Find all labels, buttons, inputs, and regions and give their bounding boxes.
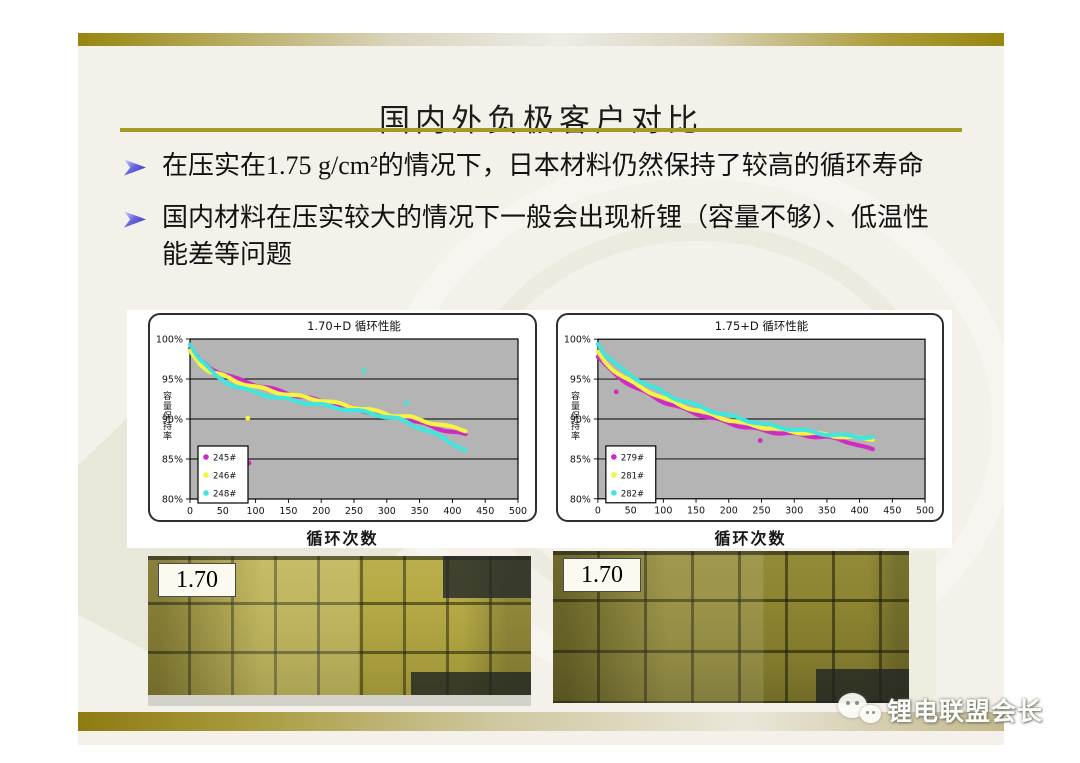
svg-text:279#: 279# bbox=[621, 452, 644, 462]
svg-text:400: 400 bbox=[443, 506, 461, 517]
svg-text:250: 250 bbox=[345, 506, 363, 517]
svg-text:350: 350 bbox=[411, 506, 429, 517]
svg-text:300: 300 bbox=[785, 506, 803, 517]
photo-texture bbox=[443, 556, 531, 598]
charts-container: 100% 95% 90% 85% 80% 0 50 100 150 200 250 300 350 400… bbox=[127, 310, 952, 548]
svg-text:50: 50 bbox=[217, 506, 229, 517]
svg-text:1.70+D 循环性能: 1.70+D 循环性能 bbox=[307, 319, 401, 333]
svg-text:250: 250 bbox=[752, 506, 770, 517]
bottom-gold-bar bbox=[78, 712, 1004, 731]
svg-text:95%: 95% bbox=[162, 375, 183, 386]
electrode-photo-left: 1.70 bbox=[148, 556, 531, 706]
svg-text:100: 100 bbox=[654, 506, 672, 517]
svg-text:容量保持率: 容量保持率 bbox=[163, 390, 172, 442]
svg-text:90%: 90% bbox=[162, 415, 183, 426]
x-axis-label: 循环次数 bbox=[306, 531, 379, 548]
svg-text:281#: 281# bbox=[621, 470, 644, 480]
arrow-bullet-icon bbox=[124, 211, 146, 228]
svg-text:80%: 80% bbox=[162, 495, 183, 506]
cycle-performance-chart-175: 100% 95% 90% 85% 80% 0 50 100 150 200 250 300 350 400… bbox=[564, 319, 934, 517]
photo-texture bbox=[553, 551, 936, 555]
svg-text:100: 100 bbox=[247, 506, 265, 517]
svg-text:100%: 100% bbox=[564, 335, 591, 346]
svg-text:150: 150 bbox=[687, 506, 705, 517]
slide-title: 国内外负极客户对比 bbox=[379, 103, 703, 138]
bullet-list: 在压实在1.75 g/cm²的情况下，日本材料仍然保持了较高的循环寿命 国内材料… bbox=[124, 148, 954, 289]
svg-text:500: 500 bbox=[916, 506, 934, 517]
svg-text:95%: 95% bbox=[570, 375, 591, 386]
svg-text:1.75+D 循环性能: 1.75+D 循环性能 bbox=[715, 319, 809, 333]
wechat-bubble bbox=[860, 705, 881, 723]
svg-text:80%: 80% bbox=[570, 494, 591, 505]
wechat-icon bbox=[838, 691, 882, 729]
svg-text:300: 300 bbox=[378, 506, 396, 517]
svg-text:350: 350 bbox=[818, 506, 836, 517]
svg-text:282#: 282# bbox=[621, 488, 644, 498]
cycle-performance-chart-170: 100% 95% 90% 85% 80% 0 50 100 150 200 250 300 350 400… bbox=[156, 319, 527, 517]
svg-text:400: 400 bbox=[851, 506, 869, 517]
bullet-text: 国内材料在压实较大的情况下一般会出现析锂（容量不够）、低温性能差等问题 bbox=[162, 202, 930, 269]
bullet-item: 国内材料在压实较大的情况下一般会出现析锂（容量不够）、低温性能差等问题 bbox=[124, 200, 954, 274]
svg-text:500: 500 bbox=[509, 506, 527, 517]
svg-text:85%: 85% bbox=[162, 455, 183, 466]
svg-text:100%: 100% bbox=[156, 335, 183, 346]
chart-panel-170: 100% 95% 90% 85% 80% 0 50 100 150 200 250 300 350 400… bbox=[148, 313, 537, 522]
photo-texture bbox=[909, 551, 936, 703]
chart-panel-175: 100% 95% 90% 85% 80% 0 50 100 150 200 250 300 350 400… bbox=[556, 313, 944, 522]
bullet-item: 在压实在1.75 g/cm²的情况下，日本材料仍然保持了较高的循环寿命 bbox=[124, 148, 954, 185]
photo-texture bbox=[148, 695, 531, 706]
svg-text:200: 200 bbox=[312, 506, 330, 517]
title-underline bbox=[120, 128, 962, 132]
svg-text:0: 0 bbox=[187, 506, 193, 517]
slide: 国内外负极客户对比 在压实在1.75 g/cm²的情况下，日本材料仍然保持了较高… bbox=[78, 33, 1004, 745]
svg-text:容量保持率: 容量保持率 bbox=[571, 390, 580, 442]
svg-text:0: 0 bbox=[595, 506, 601, 517]
watermark: 锂电联盟会长 bbox=[838, 691, 1043, 729]
photo-label: 1.70 bbox=[158, 563, 236, 597]
svg-text:50: 50 bbox=[625, 506, 637, 517]
x-axis-label: 循环次数 bbox=[714, 531, 787, 548]
svg-text:85%: 85% bbox=[570, 454, 591, 465]
arrow-bullet-icon bbox=[124, 159, 146, 176]
svg-text:150: 150 bbox=[279, 506, 297, 517]
svg-text:450: 450 bbox=[476, 506, 494, 517]
svg-text:450: 450 bbox=[883, 506, 901, 517]
photo-label: 1.70 bbox=[563, 558, 641, 592]
svg-text:245#: 245# bbox=[213, 454, 236, 464]
electrode-photo-right: 1.70 bbox=[553, 551, 936, 703]
svg-text:246#: 246# bbox=[213, 472, 236, 482]
photo-texture bbox=[148, 556, 531, 560]
svg-text:248#: 248# bbox=[213, 490, 236, 500]
svg-text:200: 200 bbox=[720, 506, 738, 517]
svg-text:90%: 90% bbox=[570, 414, 591, 425]
watermark-text: 锂电联盟会长 bbox=[887, 698, 1044, 726]
top-gold-bar bbox=[78, 33, 1004, 46]
bullet-text: 在压实在1.75 g/cm²的情况下，日本材料仍然保持了较高的循环寿命 bbox=[162, 151, 924, 180]
